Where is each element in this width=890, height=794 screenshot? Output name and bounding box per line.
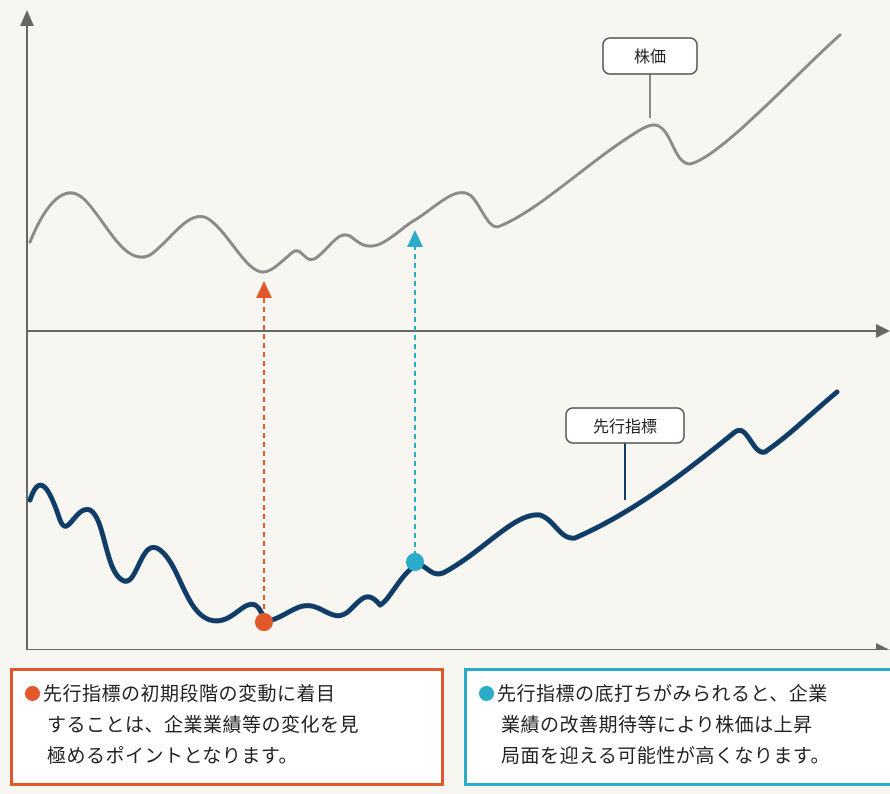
stock-vs-leading-indicator-diagram: 株価 先行指標 (20, 10, 890, 650)
bottoming-callout-line-2: 業績の改善期待等により株価は上昇 (501, 714, 813, 736)
bottoming-callout-line-1: 先行指標の底打ちがみられると、企業 (479, 679, 880, 710)
bottoming-callout: 先行指標の底打ちがみられると、企業 業績の改善期待等により株価は上昇 局面を迎え… (464, 668, 890, 786)
x-axis-lower-arrowhead (876, 643, 890, 650)
early-change-callout-line-3: 極めるポイントとなります。 (47, 745, 299, 767)
orange-bullet-icon (25, 686, 40, 701)
x-axis-upper-arrowhead (876, 324, 890, 338)
early-change-callout: 先行指標の初期段階の変動に着目 することは、企業業績等の変化を見 極めるポイント… (10, 668, 444, 786)
leading-indicator-label: 先行指標 (593, 417, 657, 436)
leading-indicator-tag-box (565, 407, 685, 444)
bottoming-callout-line-3: 局面を迎える可能性が高くなります。 (501, 745, 831, 767)
indicator-bottoming-marker (406, 553, 424, 571)
leading-indicator-line (27, 389, 840, 624)
bottoming-arrowhead (407, 230, 423, 247)
early-change-callout-line-2: することは、企業業績等の変化を見 (47, 714, 360, 736)
indicator-early-change-marker (255, 613, 273, 631)
y-axis-arrowhead (20, 10, 34, 26)
early-change-arrowhead (256, 281, 272, 298)
early-change-callout-line-1: 先行指標の初期段階の変動に着目 (25, 679, 431, 710)
stock-price-tag-box (602, 37, 698, 75)
stock-price-line (28, 33, 842, 274)
stock-price-label: 株価 (634, 47, 666, 66)
teal-bullet-icon (479, 686, 494, 701)
